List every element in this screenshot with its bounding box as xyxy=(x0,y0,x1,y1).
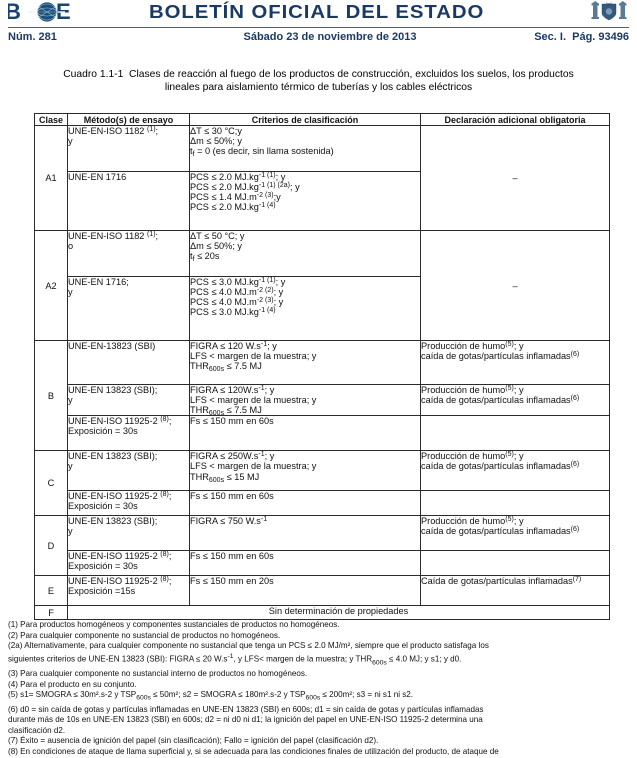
svg-text:B: B xyxy=(8,2,20,22)
